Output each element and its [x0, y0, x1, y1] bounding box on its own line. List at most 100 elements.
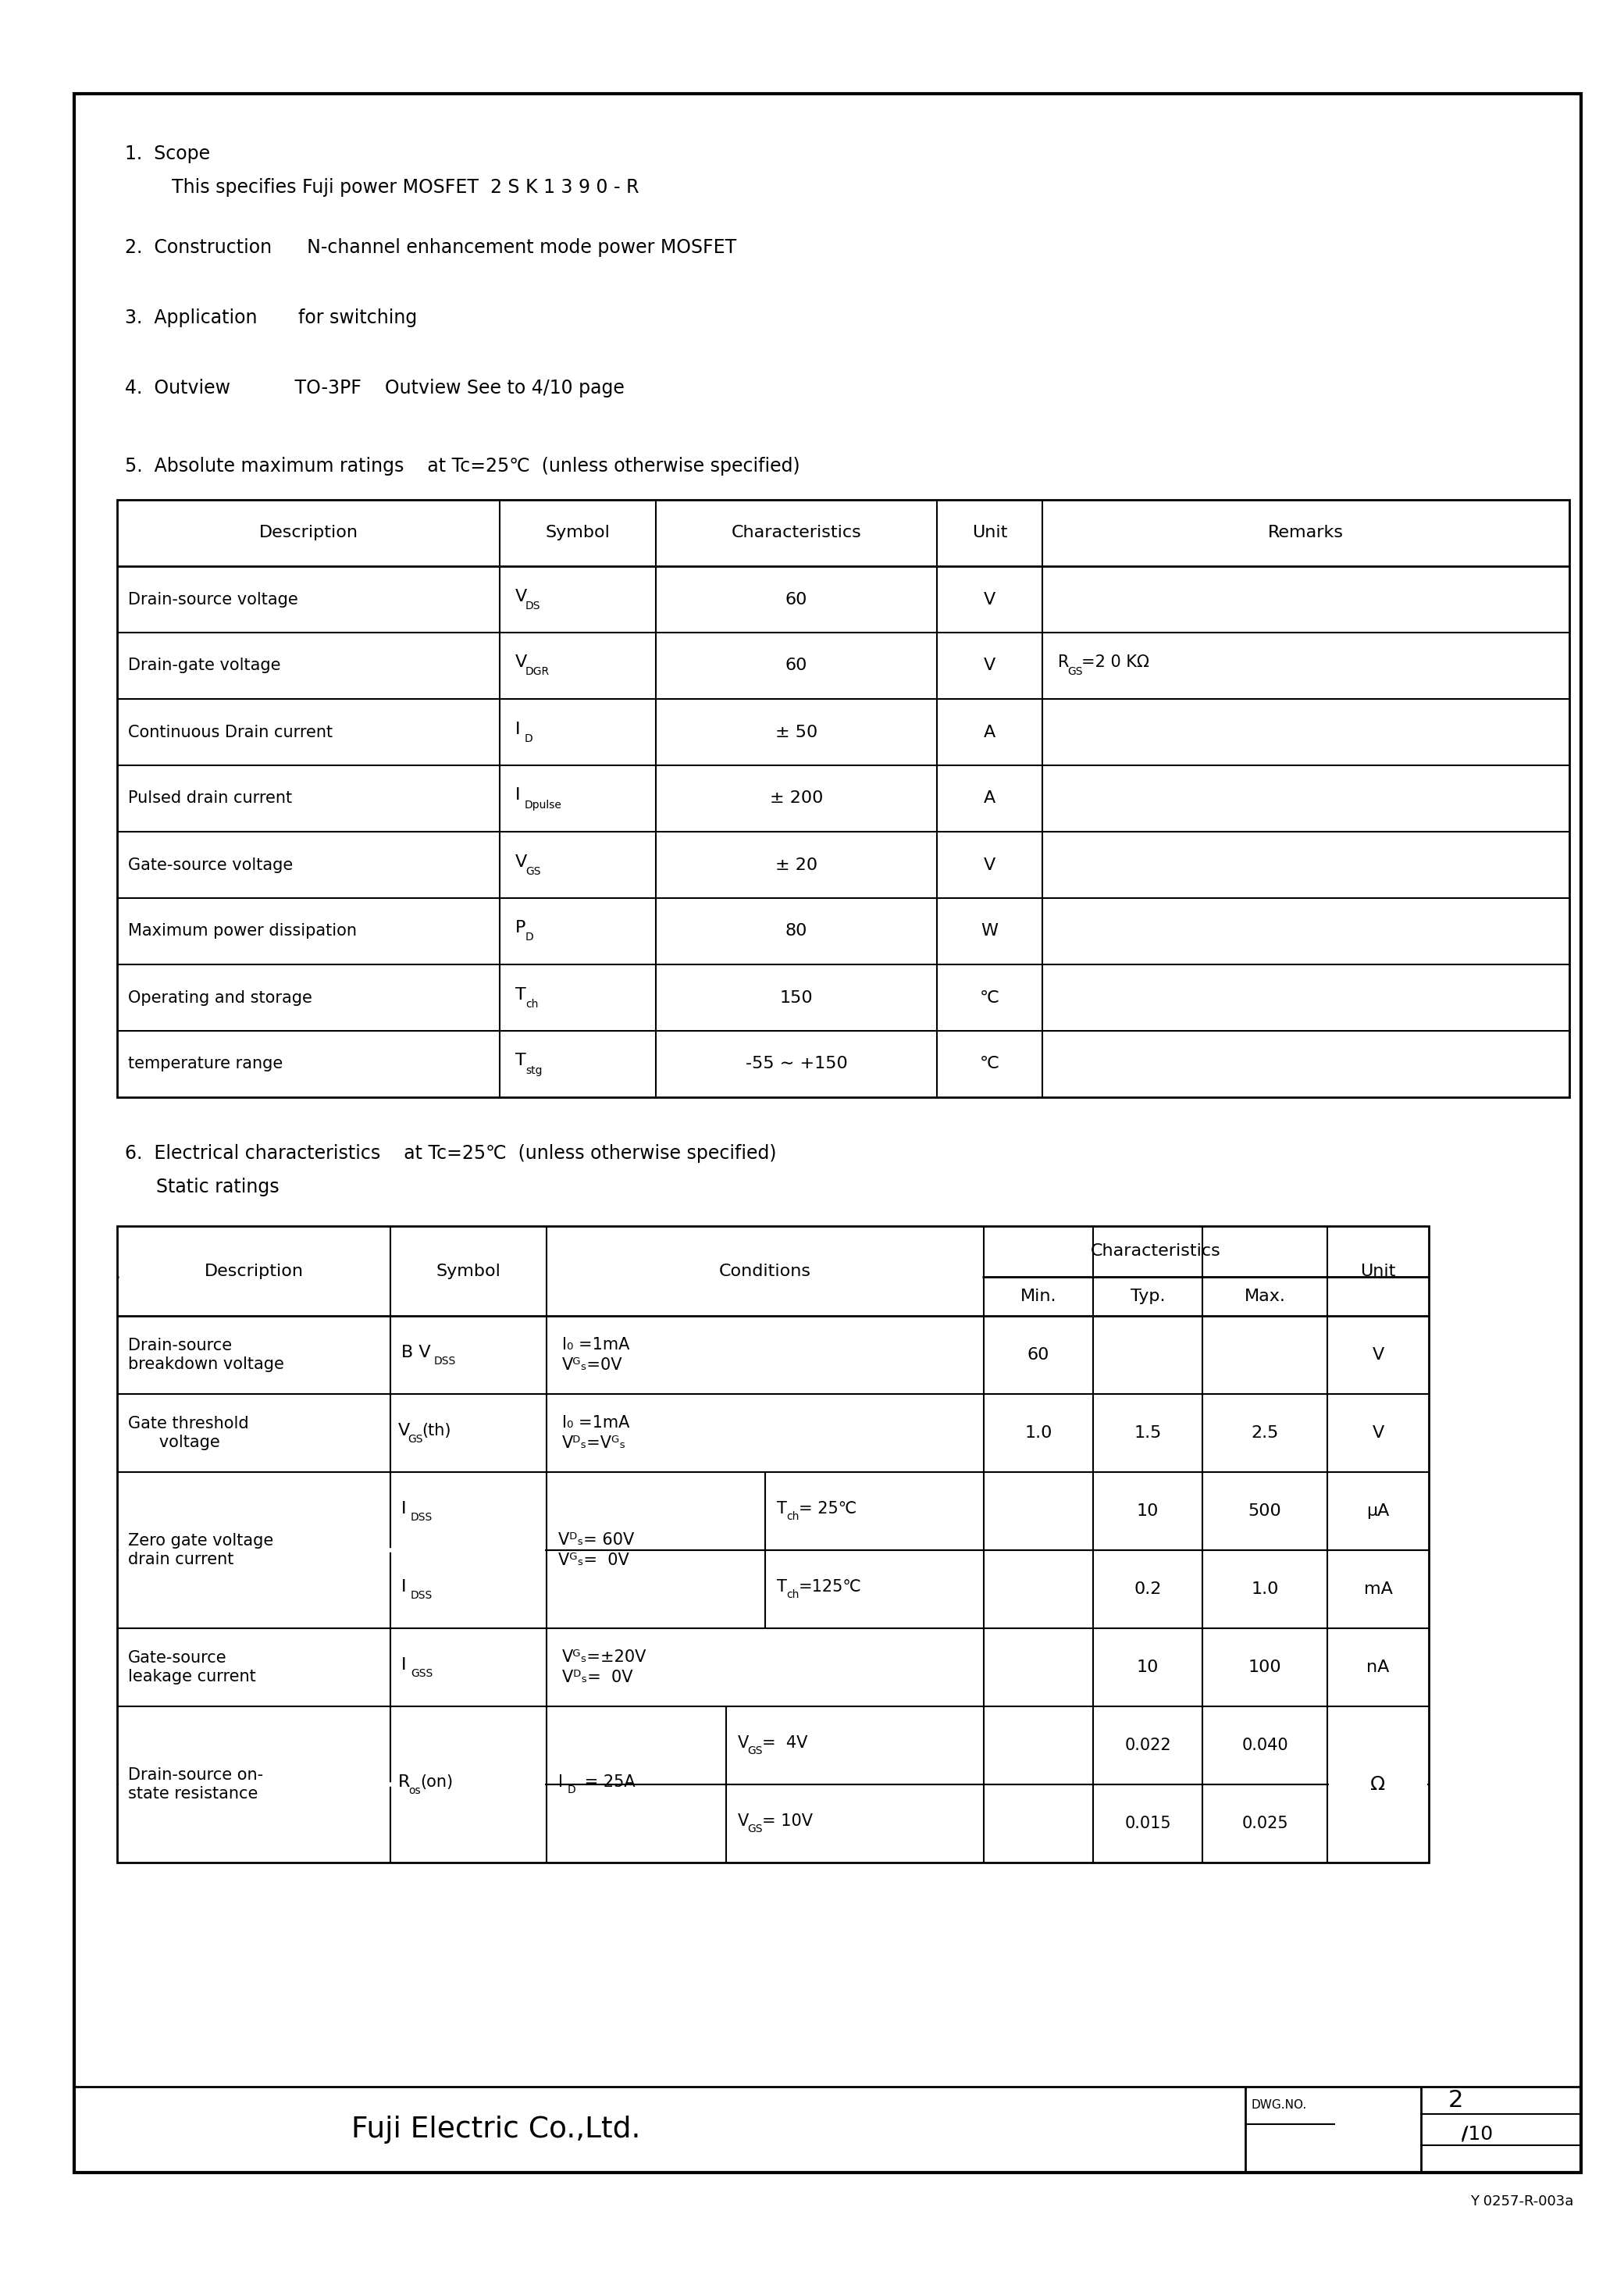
Text: 60: 60: [786, 658, 807, 674]
Text: 1.  Scope: 1. Scope: [125, 144, 209, 164]
Text: os: os: [408, 1786, 421, 1795]
Text: V: V: [984, 857, 996, 872]
Text: V: V: [1372, 1426, 1384, 1440]
Text: Vᴰₛ=  0V: Vᴰₛ= 0V: [562, 1670, 633, 1686]
Text: GS: GS: [408, 1433, 422, 1444]
Text: Vᴰₛ= 60V: Vᴰₛ= 60V: [559, 1533, 635, 1547]
Text: Unit: Unit: [1361, 1264, 1395, 1278]
Text: Y 0257-R-003a: Y 0257-R-003a: [1470, 2194, 1574, 2207]
Text: DSS: DSS: [434, 1355, 456, 1367]
Text: Conditions: Conditions: [719, 1264, 812, 1278]
Bar: [117, 1226, 1429, 1863]
Text: =125℃: =125℃: [799, 1579, 862, 1595]
Text: mA: mA: [1364, 1581, 1392, 1597]
Text: GS: GS: [1067, 667, 1083, 677]
Text: = 10V: = 10V: [762, 1813, 812, 1829]
Text: ± 20: ± 20: [775, 857, 817, 872]
Text: Vᴳₛ=0V: Vᴳₛ=0V: [562, 1358, 622, 1374]
Text: 0.025: 0.025: [1242, 1816, 1288, 1832]
Text: Vᴳₛ=  0V: Vᴳₛ= 0V: [559, 1554, 628, 1567]
Text: I: I: [401, 1501, 406, 1517]
Text: DSS: DSS: [411, 1590, 432, 1601]
Text: Dpulse: Dpulse: [525, 800, 562, 811]
Text: ℃: ℃: [979, 1057, 999, 1073]
Text: ℃: ℃: [979, 991, 999, 1005]
Text: nA: nA: [1366, 1658, 1390, 1674]
Text: ch: ch: [786, 1590, 799, 1599]
Text: 100: 100: [1249, 1658, 1281, 1674]
Text: Fuji Electric Co.,Ltd.: Fuji Electric Co.,Ltd.: [351, 2116, 641, 2144]
Text: 60: 60: [1028, 1346, 1049, 1362]
Text: Vᴰₛ=Vᴳₛ: Vᴰₛ=Vᴳₛ: [562, 1435, 627, 1451]
Text: This specifies Fuji power MOSFET  2 S K 1 3 9 0 - R: This specifies Fuji power MOSFET 2 S K 1…: [172, 178, 640, 196]
Text: 2.  Construction      N-channel enhancement mode power MOSFET: 2. Construction N-channel enhancement mo…: [125, 239, 736, 257]
Text: V: V: [737, 1736, 749, 1752]
Text: W: W: [981, 923, 999, 939]
Text: 0.022: 0.022: [1124, 1738, 1171, 1754]
Text: ± 200: ± 200: [770, 790, 823, 806]
Text: D: D: [568, 1784, 577, 1795]
Text: Unit: Unit: [971, 526, 1007, 540]
Text: DGR: DGR: [526, 667, 551, 677]
Text: I: I: [559, 1775, 564, 1791]
Text: V: V: [737, 1813, 749, 1829]
Text: A: A: [984, 724, 996, 740]
Text: = 25A: = 25A: [580, 1775, 635, 1791]
Text: V: V: [984, 592, 996, 608]
Text: 2: 2: [1449, 2089, 1463, 2112]
Text: Drain-source
breakdown voltage: Drain-source breakdown voltage: [128, 1337, 284, 1371]
Text: Gate-source voltage: Gate-source voltage: [128, 857, 292, 872]
Text: 2.5: 2.5: [1250, 1426, 1278, 1440]
Text: Characteristics: Characteristics: [731, 526, 861, 540]
Text: R: R: [1057, 654, 1069, 670]
Text: V: V: [515, 854, 528, 870]
Text: Symbol: Symbol: [437, 1264, 500, 1278]
Text: Zero gate voltage
drain current: Zero gate voltage drain current: [128, 1533, 273, 1567]
Text: T: T: [515, 986, 526, 1002]
Text: B V: B V: [401, 1344, 430, 1360]
Text: V: V: [515, 654, 528, 670]
Text: (on): (on): [421, 1775, 453, 1791]
Text: /⁡⁡⁡⁡⁡⁡⁡⁡⁡⁡⁡⁡⁡⁡⁡⁡⁡⁡⁡⁡⁡⁡⁡⁡⁡⁡⁡⁡: /⁡⁡⁡⁡⁡⁡⁡⁡⁡⁡⁡⁡⁡⁡⁡⁡⁡⁡⁡⁡⁡⁡⁡⁡⁡⁡⁡⁡: [1462, 2125, 1466, 2141]
Text: I: I: [401, 1579, 406, 1595]
Text: Characteristics: Characteristics: [1090, 1244, 1221, 1260]
Text: T: T: [776, 1501, 788, 1517]
Text: μA: μA: [1366, 1503, 1390, 1519]
Text: R: R: [398, 1775, 411, 1791]
Text: I: I: [515, 788, 520, 804]
Text: GS: GS: [526, 866, 541, 877]
Text: 1.5: 1.5: [1134, 1426, 1161, 1440]
Text: I: I: [401, 1656, 406, 1672]
Text: I₀ =1mA: I₀ =1mA: [562, 1415, 630, 1431]
Text: GSS: GSS: [411, 1667, 432, 1679]
Text: Operating and storage: Operating and storage: [128, 991, 312, 1005]
Text: T: T: [515, 1052, 526, 1068]
Text: Min.: Min.: [1020, 1289, 1057, 1305]
Text: 0.015: 0.015: [1124, 1816, 1171, 1832]
Text: Drain-source voltage: Drain-source voltage: [128, 592, 299, 608]
Text: 80: 80: [786, 923, 807, 939]
Text: V: V: [515, 588, 528, 604]
Text: DWG.NO.: DWG.NO.: [1252, 2100, 1307, 2112]
Text: P: P: [515, 920, 526, 936]
Text: =  4V: = 4V: [762, 1736, 807, 1752]
Text: (th): (th): [422, 1424, 451, 1437]
Text: 4.  Outview           TO-3PF    Outview See to 4/10 page: 4. Outview TO-3PF Outview See to 4/10 pa…: [125, 378, 625, 396]
Text: 60: 60: [786, 592, 807, 608]
Text: T: T: [776, 1579, 788, 1595]
Text: DS: DS: [526, 599, 541, 611]
Text: 5.  Absolute maximum ratings    at Tc=25℃  (unless otherwise specified): 5. Absolute maximum ratings at Tc=25℃ (u…: [125, 458, 801, 476]
Text: Drain-source on-
state resistance: Drain-source on- state resistance: [128, 1768, 263, 1802]
Text: Gate threshold
      voltage: Gate threshold voltage: [128, 1417, 248, 1449]
Text: A: A: [984, 790, 996, 806]
Text: Static ratings: Static ratings: [156, 1178, 279, 1196]
Text: I: I: [515, 722, 520, 736]
Text: 1.0: 1.0: [1250, 1581, 1278, 1597]
Text: ch: ch: [526, 998, 538, 1009]
Text: D: D: [526, 932, 534, 943]
Text: 1.0: 1.0: [1025, 1426, 1052, 1440]
Text: Description: Description: [205, 1264, 304, 1278]
Text: GS: GS: [747, 1822, 762, 1834]
Text: 6.  Electrical characteristics    at Tc=25℃  (unless otherwise specified): 6. Electrical characteristics at Tc=25℃ …: [125, 1144, 776, 1162]
Text: temperature range: temperature range: [128, 1057, 283, 1073]
